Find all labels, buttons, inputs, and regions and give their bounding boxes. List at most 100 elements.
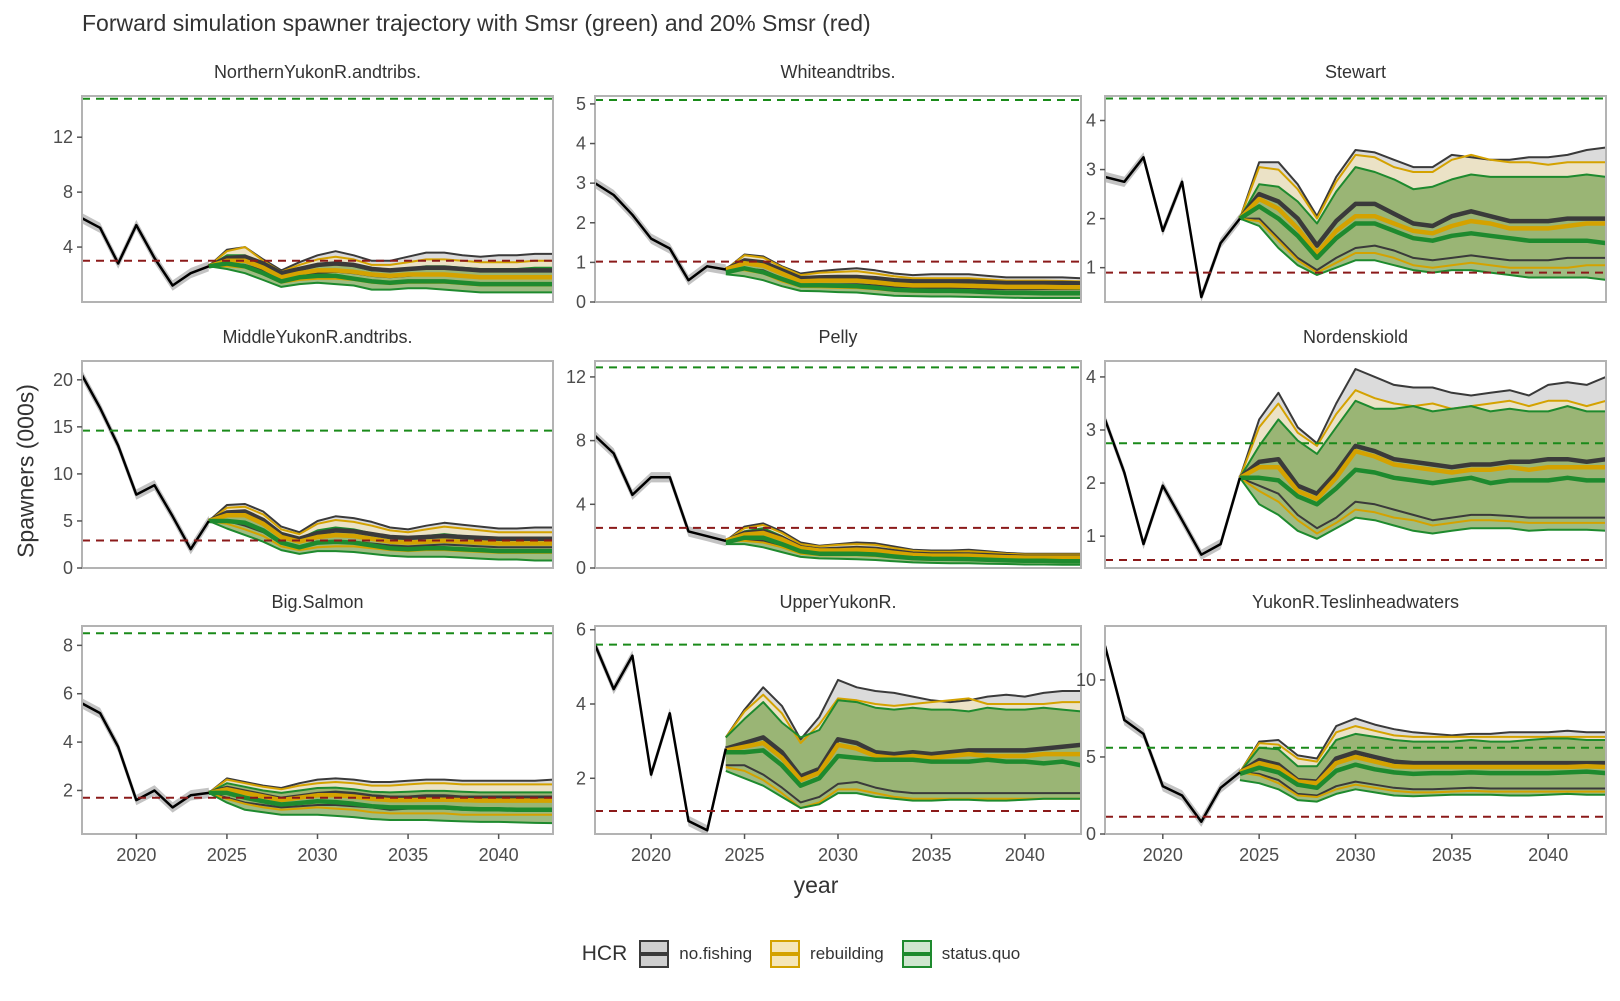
- line-rebuilding-high-middleyukonr-andtribs: [208, 505, 553, 536]
- y-tick-label-middleyukonr-andtribs: 5: [63, 511, 73, 531]
- legend-label-no-fishing: no.fishing: [679, 944, 753, 963]
- y-tick-label-stewart: 1: [1086, 258, 1096, 278]
- line-no-fishing-high-upperyukonr: [724, 678, 1081, 741]
- line-status-quo-median-upperyukonr: [725, 748, 1081, 788]
- line-rebuilding-high-whiteandtribs: [725, 254, 1081, 283]
- y-tick-label-upperyukonr: 2: [576, 768, 586, 788]
- y-tick-label-whiteandtribs: 3: [576, 173, 586, 193]
- y-tick-label-upperyukonr: 6: [576, 620, 586, 640]
- line-status-quo-low-big-salmon: [208, 792, 553, 825]
- y-tick-label-nordenskiold: 3: [1086, 420, 1096, 440]
- line-rebuilding-median-northernyukonr-andtribs: [208, 258, 553, 280]
- chart-title: Forward simulation spawner trajectory wi…: [82, 10, 871, 36]
- legend-item-rebuilding: rebuilding: [770, 940, 884, 968]
- y-tick-label-middleyukonr-andtribs: 20: [53, 370, 73, 390]
- line-rebuilding-low-upperyukonr: [725, 766, 1081, 809]
- history-band-stewart: [1105, 152, 1240, 302]
- line-status-quo-high-yukonr-teslinheadwaters: [1239, 732, 1606, 774]
- line-no-fishing-low-stewart: [1239, 217, 1606, 272]
- line-rebuilding-high-pelly: [725, 524, 1081, 556]
- line-no-fishing-median-middleyukonr-andtribs: [207, 509, 553, 542]
- history-band-northernyukonr-andtribs: [82, 213, 209, 291]
- line-status-quo-median-nordenskiold: [1239, 467, 1606, 507]
- y-tick-label-nordenskiold: 2: [1086, 473, 1096, 493]
- x-axis-label: year: [793, 872, 839, 898]
- line-rebuilding-median-nordenskiold: [1238, 448, 1606, 502]
- x-tick-label-big-salmon: 2035: [388, 845, 428, 865]
- line-no-fishing-high-yukonr-teslinheadwaters: [1239, 717, 1606, 773]
- legend-label-status-quo: status.quo: [941, 944, 1021, 963]
- line-rebuilding-median-yukonr-teslinheadwaters: [1238, 754, 1606, 786]
- history-line-yukonr-teslinheadwaters: [1105, 645, 1241, 823]
- history-band-pelly: [595, 430, 726, 547]
- history-band-yukonr-teslinheadwaters: [1105, 640, 1240, 827]
- y-axis-label: Spawners (000s): [12, 384, 39, 558]
- y-tick-label-yukonr-teslinheadwaters: 5: [1086, 747, 1096, 767]
- y-tick-label-northernyukonr-andtribs: 8: [63, 182, 73, 202]
- history-line-whiteandtribs: [595, 182, 727, 282]
- y-tick-label-nordenskiold: 1: [1086, 526, 1096, 546]
- line-status-quo-high-big-salmon: [208, 782, 553, 794]
- line-status-quo-low-yukonr-teslinheadwaters: [1239, 779, 1606, 803]
- x-tick-label-upperyukonr: 2030: [818, 845, 858, 865]
- panel-title-big-salmon: Big.Salmon: [271, 592, 364, 612]
- legend-title: HCR: [581, 942, 628, 965]
- y-tick-label-stewart: 2: [1086, 209, 1096, 229]
- line-no-fishing-median-whiteandtribs: [724, 258, 1081, 286]
- line-status-quo-low-pelly: [725, 543, 1081, 566]
- line-status-quo-median-yukonr-teslinheadwaters: [1239, 762, 1606, 791]
- line-no-fishing-low-yukonr-teslinheadwaters: [1239, 771, 1606, 797]
- y-tick-label-whiteandtribs: 1: [576, 252, 586, 272]
- panel-border-stewart: [1104, 95, 1607, 303]
- x-tick-label-yukonr-teslinheadwaters: 2040: [1528, 845, 1568, 865]
- line-status-quo-median-big-salmon: [208, 790, 553, 813]
- x-tick-label-big-salmon: 2025: [207, 845, 247, 865]
- line-status-quo-low-nordenskiold: [1239, 477, 1606, 540]
- x-tick-label-big-salmon: 2030: [297, 845, 337, 865]
- y-tick-label-yukonr-teslinheadwaters: 10: [1076, 670, 1096, 690]
- panel-border-northernyukonr-andtribs: [81, 95, 554, 303]
- line-no-fishing-low-upperyukonr: [725, 764, 1081, 804]
- x-tick-label-upperyukonr: 2035: [911, 845, 951, 865]
- history-line-stewart: [1105, 156, 1241, 299]
- y-tick-label-middleyukonr-andtribs: 15: [53, 417, 73, 437]
- line-rebuilding-median-upperyukonr: [725, 740, 1081, 783]
- y-tick-label-pelly: 4: [576, 494, 586, 514]
- legend-label-rebuilding: rebuilding: [810, 944, 884, 963]
- line-rebuilding-median-pelly: [725, 530, 1081, 560]
- history-line-middleyukonr-andtribs: [82, 374, 210, 551]
- y-tick-label-big-salmon: 6: [63, 684, 73, 704]
- y-tick-label-yukonr-teslinheadwaters: 0: [1086, 824, 1096, 844]
- y-tick-label-whiteandtribs: 2: [576, 213, 586, 233]
- band-status-quo-big-salmon: [208, 783, 553, 824]
- x-tick-label-yukonr-teslinheadwaters: 2030: [1335, 845, 1375, 865]
- legend-key-rebuilding: [770, 940, 801, 968]
- history-line-pelly: [595, 434, 727, 543]
- x-tick-label-yukonr-teslinheadwaters: 2035: [1432, 845, 1472, 865]
- line-status-quo-median-stewart: [1238, 204, 1606, 261]
- line-status-quo-median-middleyukonr-andtribs: [208, 518, 553, 554]
- y-tick-label-whiteandtribs: 0: [576, 292, 586, 312]
- line-no-fishing-median-northernyukonr-andtribs: [207, 254, 553, 276]
- legend-key-status-quo: [901, 940, 932, 968]
- y-tick-label-pelly: 8: [576, 431, 586, 451]
- panel-title-yukonr-teslinheadwaters: YukonR.Teslinheadwaters: [1251, 592, 1460, 612]
- legend-item-no-fishing: no.fishing: [639, 940, 752, 968]
- y-tick-label-northernyukonr-andtribs: 12: [53, 127, 73, 147]
- y-tick-label-big-salmon: 4: [63, 732, 73, 752]
- y-tick-label-whiteandtribs: 5: [576, 94, 586, 114]
- line-status-quo-high-nordenskiold: [1239, 399, 1606, 479]
- panel-border-pelly: [594, 360, 1082, 569]
- y-tick-label-big-salmon: 2: [63, 780, 73, 800]
- y-tick-label-middleyukonr-andtribs: 10: [53, 464, 73, 484]
- y-tick-label-big-salmon: 8: [63, 635, 73, 655]
- line-rebuilding-high-yukonr-teslinheadwaters: [1239, 725, 1606, 773]
- y-tick-label-pelly: 12: [566, 367, 586, 387]
- history-band-whiteandtribs: [595, 178, 726, 286]
- y-tick-label-upperyukonr: 4: [576, 694, 586, 714]
- y-tick-label-stewart: 3: [1086, 160, 1096, 180]
- line-no-fishing-low-nordenskiold: [1239, 476, 1606, 530]
- x-tick-label-yukonr-teslinheadwaters: 2020: [1143, 845, 1183, 865]
